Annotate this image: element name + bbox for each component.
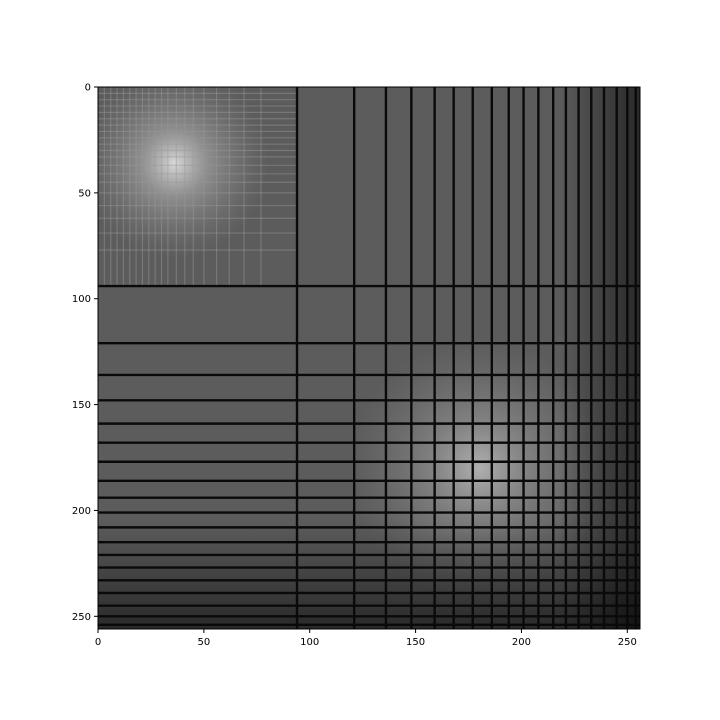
x-tick-label: 200	[512, 637, 531, 648]
x-tick-label: 50	[197, 637, 210, 648]
x-tick-label: 100	[300, 637, 319, 648]
y-tick-label: 0	[85, 83, 91, 94]
y-tick-label: 100	[72, 294, 91, 305]
y-tick-label: 250	[72, 612, 91, 623]
plot-frame	[97, 86, 641, 630]
x-tick-label: 150	[406, 637, 425, 648]
y-tick-label: 150	[72, 400, 91, 411]
y-tick-label: 200	[72, 506, 91, 517]
x-tick-label: 0	[95, 637, 101, 648]
x-tick-label: 250	[618, 637, 637, 648]
axes: 0 50 100 150 200 250 0 50 100 150 200 250	[72, 83, 641, 648]
heatmap-image	[98, 87, 640, 629]
edge-shading	[98, 87, 640, 629]
y-tick-label: 50	[78, 188, 91, 199]
